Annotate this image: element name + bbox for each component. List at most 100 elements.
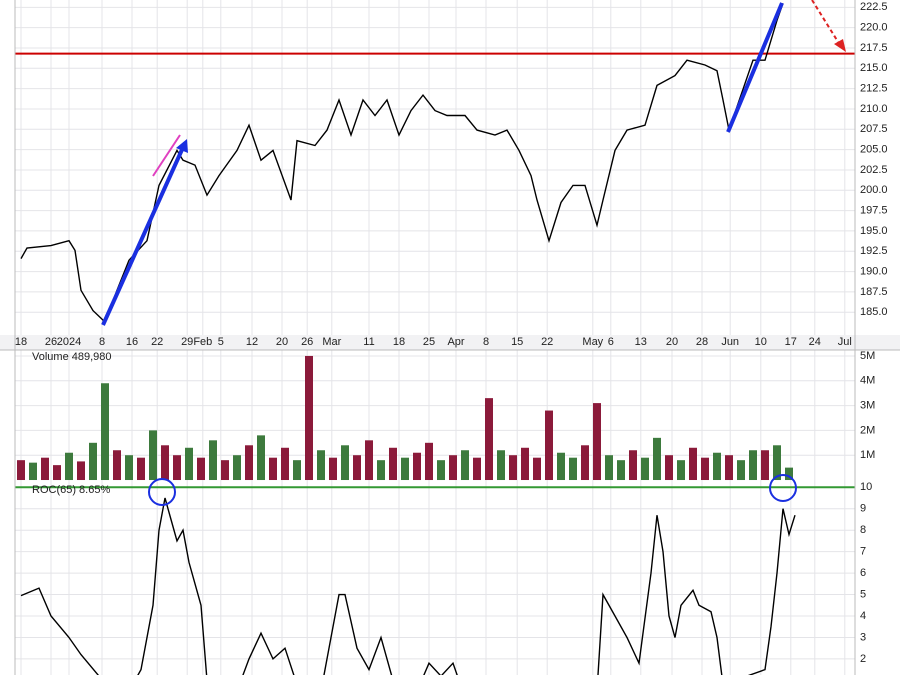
volume-bar bbox=[41, 457, 49, 481]
volume-bar bbox=[665, 455, 673, 481]
volume-bar bbox=[17, 460, 25, 481]
x-tick-label: 18 bbox=[393, 336, 405, 348]
x-tick-label: 26 bbox=[301, 336, 313, 348]
x-tick-label: 22 bbox=[151, 336, 163, 348]
trend-line bbox=[152, 134, 181, 177]
volume-bar bbox=[101, 383, 109, 481]
y-tick-label: 212.5 bbox=[860, 83, 888, 95]
y-tick-label: 190.0 bbox=[860, 265, 888, 277]
y-tick-label: 185.0 bbox=[860, 306, 888, 318]
x-tick-label: Jul bbox=[838, 336, 852, 348]
volume-bar bbox=[749, 450, 757, 481]
volume-bar bbox=[677, 460, 685, 481]
x-tick-label: 8 bbox=[99, 336, 105, 348]
volume-bar bbox=[761, 450, 769, 481]
volume-bar bbox=[485, 398, 493, 481]
x-tick-label: 2024 bbox=[57, 336, 81, 348]
arrow-head bbox=[176, 139, 188, 153]
y-tick-label: 215.0 bbox=[860, 62, 888, 74]
volume-bar bbox=[125, 455, 133, 481]
y-tick-label: 10 bbox=[860, 481, 872, 493]
volume-bar bbox=[341, 445, 349, 481]
trend-arrow bbox=[101, 142, 187, 326]
volume-bar bbox=[89, 442, 97, 481]
volume-bar bbox=[593, 403, 601, 481]
x-tick-label: 24 bbox=[809, 336, 821, 348]
x-tick-label: Jun bbox=[721, 336, 739, 348]
volume-bar bbox=[197, 457, 205, 481]
volume-bar bbox=[629, 450, 637, 481]
volume-bar bbox=[401, 457, 409, 481]
highlight-circle bbox=[148, 478, 176, 506]
volume-bar bbox=[257, 435, 265, 481]
y-tick-label: 187.5 bbox=[860, 286, 888, 298]
x-tick-label: Apr bbox=[447, 336, 464, 348]
x-tick-label: Mar bbox=[322, 336, 341, 348]
volume-bar bbox=[173, 455, 181, 481]
y-tick-label: 220.0 bbox=[860, 22, 888, 34]
panel-title: ROC(65) 8.65% bbox=[32, 484, 110, 496]
volume-bar bbox=[389, 447, 397, 481]
x-tick-label: 12 bbox=[246, 336, 258, 348]
x-tick-label: 25 bbox=[423, 336, 435, 348]
y-tick-label: 207.5 bbox=[860, 123, 888, 135]
y-tick-label: 5 bbox=[860, 588, 866, 600]
volume-bar bbox=[413, 452, 421, 481]
volume-bar bbox=[365, 440, 373, 481]
volume-bar bbox=[641, 457, 649, 481]
plot-layer: 18 26 2024 8 16 22 29 Feb 5 12 20 26 Mar 11 18 25 Apr 8 15… bbox=[15, 0, 888, 675]
x-tick-label: May bbox=[582, 336, 603, 348]
volume-bar bbox=[497, 450, 505, 481]
volume-bar bbox=[185, 447, 193, 481]
panel-title: Volume 489,980 bbox=[32, 351, 112, 363]
volume-bar bbox=[353, 455, 361, 481]
y-tick-label: 3M bbox=[860, 399, 875, 411]
volume-bar bbox=[149, 430, 157, 481]
volume-bar bbox=[701, 457, 709, 481]
x-tick-label: 8 bbox=[483, 336, 489, 348]
panel bbox=[15, 350, 855, 483]
volume-bar bbox=[281, 447, 289, 481]
y-tick-label: 197.5 bbox=[860, 205, 888, 217]
volume-bar bbox=[545, 410, 553, 481]
panel bbox=[15, 483, 855, 675]
x-tick-label: 20 bbox=[276, 336, 288, 348]
volume-bar bbox=[605, 455, 613, 481]
arrow-head bbox=[834, 39, 846, 52]
volume-bar bbox=[245, 445, 253, 481]
x-tick-label: 18 bbox=[15, 336, 27, 348]
volume-bar bbox=[689, 447, 697, 481]
volume-bar bbox=[77, 461, 85, 481]
volume-bar bbox=[29, 462, 37, 481]
volume-bar bbox=[425, 442, 433, 481]
y-tick-label: 205.0 bbox=[860, 144, 888, 156]
volume-bar bbox=[653, 437, 661, 481]
y-tick-label: 2M bbox=[860, 424, 875, 436]
volume-bar bbox=[617, 460, 625, 481]
volume-bar bbox=[305, 355, 313, 481]
y-tick-label: 7 bbox=[860, 546, 866, 558]
y-tick-label: 4M bbox=[860, 375, 875, 387]
x-tick-label: 16 bbox=[126, 336, 138, 348]
volume-bar bbox=[449, 455, 457, 481]
x-tick-label: Feb bbox=[193, 336, 212, 348]
volume-bar bbox=[569, 457, 577, 481]
volume-bar bbox=[53, 465, 61, 481]
volume-bar bbox=[521, 447, 529, 481]
x-tick-label: 28 bbox=[696, 336, 708, 348]
volume-bar bbox=[233, 455, 241, 481]
volume-bar bbox=[161, 445, 169, 481]
price-line bbox=[20, 497, 796, 675]
x-tick-label: 6 bbox=[608, 336, 614, 348]
y-tick-label: 6 bbox=[860, 567, 866, 579]
volume-bar bbox=[209, 440, 217, 481]
y-tick-label: 1M bbox=[860, 449, 875, 461]
y-tick-label: 9 bbox=[860, 503, 866, 515]
y-tick-label: 8 bbox=[860, 524, 866, 536]
volume-bar bbox=[317, 450, 325, 481]
y-tick-label: 195.0 bbox=[860, 225, 888, 237]
x-tick-label: 11 bbox=[363, 336, 374, 348]
volume-bar bbox=[65, 452, 73, 481]
volume-bar bbox=[377, 460, 385, 481]
